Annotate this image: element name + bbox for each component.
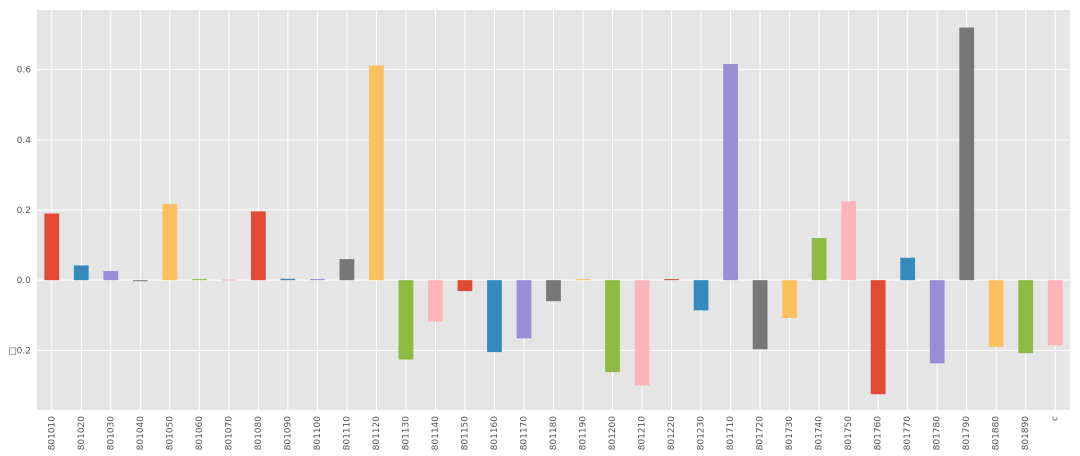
y-tick-label: 0.4 bbox=[17, 136, 32, 146]
grid-lines bbox=[37, 10, 1070, 410]
x-tick-label: 801880 bbox=[992, 416, 1002, 451]
x-tick-label: 801090 bbox=[283, 416, 293, 451]
x-tick-label: 801100 bbox=[313, 416, 323, 451]
bar-801750 bbox=[841, 201, 857, 281]
bar-801120 bbox=[369, 65, 384, 281]
bar-801230 bbox=[693, 280, 709, 311]
bar-801180 bbox=[546, 280, 561, 302]
x-tick-label: 801170 bbox=[519, 416, 529, 451]
y-tick-label: 0.0 bbox=[17, 276, 32, 286]
bar-801210 bbox=[634, 280, 650, 386]
bar-801060 bbox=[191, 279, 207, 281]
bar-801040 bbox=[132, 280, 148, 282]
x-tick-label: 801740 bbox=[815, 416, 825, 451]
x-tick-label: 801010 bbox=[47, 416, 57, 451]
x-tick-label: 801140 bbox=[431, 416, 441, 451]
x-tick-label: 801030 bbox=[106, 416, 116, 451]
x-tick-label: 801770 bbox=[903, 416, 913, 451]
x-tick-label: 801200 bbox=[608, 416, 618, 451]
bar-801740 bbox=[811, 238, 827, 281]
bar-801010 bbox=[44, 213, 60, 281]
x-tick-label: 801080 bbox=[254, 416, 264, 451]
bar-801030 bbox=[103, 271, 119, 281]
x-tick-label: 801220 bbox=[667, 416, 677, 451]
x-tick-label: c bbox=[1051, 416, 1061, 421]
x-tick-label: 801890 bbox=[1021, 416, 1031, 451]
x-tick-label: 801160 bbox=[490, 416, 500, 451]
bar-801020 bbox=[73, 265, 89, 281]
bar-801140 bbox=[428, 280, 443, 322]
bar-801770 bbox=[900, 257, 916, 281]
y-tick-label: □0.2 bbox=[8, 346, 31, 356]
bar-801170 bbox=[516, 280, 532, 339]
bar-801760 bbox=[870, 280, 886, 395]
x-tick-label: 801720 bbox=[756, 416, 766, 451]
bar-801160 bbox=[487, 280, 502, 353]
y-tick-label: 0.6 bbox=[17, 66, 32, 76]
bar-801890 bbox=[1018, 280, 1034, 354]
x-tick-label: 801130 bbox=[401, 416, 411, 451]
x-tick-label: 801150 bbox=[460, 416, 470, 451]
x-tick-label: 801060 bbox=[195, 416, 205, 451]
bar-801130 bbox=[398, 280, 414, 360]
bar-801090 bbox=[280, 278, 296, 281]
x-tick-label: 801210 bbox=[638, 416, 648, 451]
bar-801080 bbox=[250, 211, 266, 281]
x-tick-label: 801790 bbox=[962, 416, 972, 451]
bar-801220 bbox=[664, 279, 679, 281]
bar-801110 bbox=[339, 259, 355, 281]
bar-801050 bbox=[162, 204, 178, 281]
x-tick-label: 801070 bbox=[224, 416, 234, 451]
x-tick-label: 801760 bbox=[874, 416, 884, 451]
x-tick-label: 801120 bbox=[372, 416, 382, 451]
x-tick-label: 801710 bbox=[726, 416, 736, 451]
x-tick-label: 801730 bbox=[785, 416, 795, 451]
x-tick-label: 801110 bbox=[342, 416, 352, 451]
bar-801200 bbox=[605, 280, 620, 373]
bar-801880 bbox=[988, 280, 1004, 347]
bar-801730 bbox=[782, 280, 797, 319]
bar-801790 bbox=[959, 27, 975, 281]
y-axis-ticks: 0.6 0.4 0.2 0.0 □0.2 bbox=[8, 66, 31, 357]
y-tick-label: 0.2 bbox=[17, 206, 31, 216]
x-tick-label: 801780 bbox=[933, 416, 943, 451]
bar-801720 bbox=[752, 280, 768, 350]
bar-801710 bbox=[723, 64, 738, 281]
x-tick-label: 801180 bbox=[549, 416, 559, 451]
x-tick-label: 801190 bbox=[579, 416, 589, 451]
x-tick-label: 801050 bbox=[165, 416, 175, 451]
x-tick-label: 801750 bbox=[844, 416, 854, 451]
x-tick-label: 801040 bbox=[136, 416, 146, 451]
x-tick-label: 801020 bbox=[77, 416, 87, 451]
bar-c bbox=[1047, 280, 1063, 346]
x-tick-label: 801230 bbox=[697, 416, 707, 451]
bar-801070 bbox=[221, 279, 237, 281]
bar-801190 bbox=[575, 279, 591, 281]
x-axis-ticks: 801010 801020 801030 801040 801050 801060 8010… bbox=[47, 416, 1060, 451]
bar-801100 bbox=[310, 279, 325, 281]
bar-801150 bbox=[457, 280, 473, 292]
bar-801780 bbox=[929, 280, 945, 364]
bars bbox=[44, 27, 1063, 395]
